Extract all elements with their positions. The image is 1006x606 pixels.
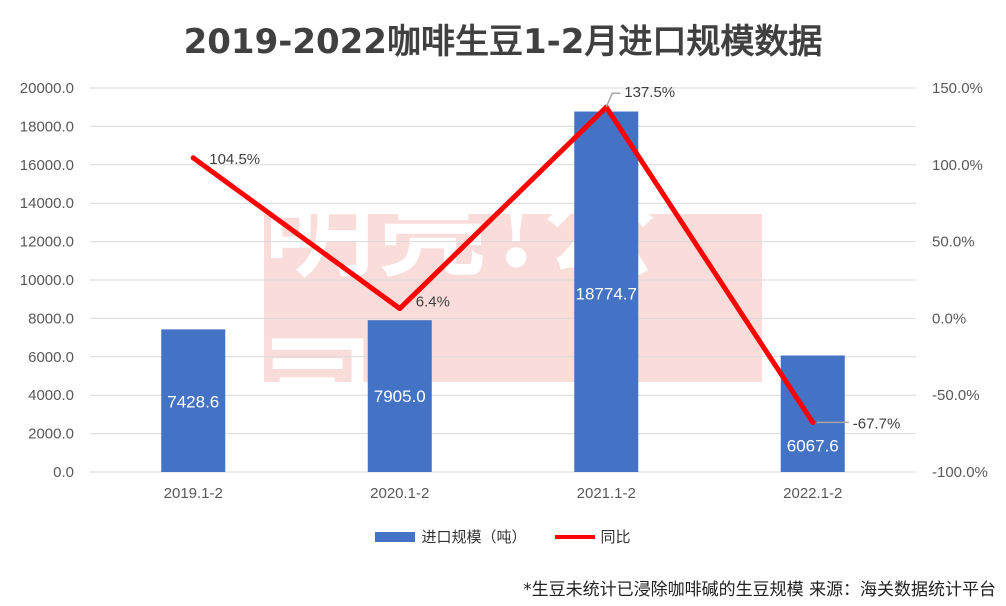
yoy-data-label: 6.4% <box>416 294 450 311</box>
left-tick-label: 8000.0 <box>28 310 74 327</box>
label-leader-line <box>605 92 621 108</box>
yoy-line <box>190 104 816 425</box>
left-tick-label: 16000.0 <box>20 157 74 174</box>
yoy-data-label: 104.5% <box>209 151 260 168</box>
x-tick-label: 2021.1-2 <box>577 485 636 502</box>
x-tick-label: 2019.1-2 <box>164 485 223 502</box>
legend-item-line: 同比 <box>554 526 631 547</box>
x-tick-label: 2022.1-2 <box>783 485 842 502</box>
bar <box>367 320 432 472</box>
bar <box>161 329 226 472</box>
right-tick-label: 100.0% <box>932 157 983 174</box>
left-tick-label: 6000.0 <box>28 349 74 366</box>
yoy-point <box>397 306 403 312</box>
yoy-point <box>190 155 196 161</box>
footnote: *生豆未统计已浸除咖啡碱的生豆规模 来源：海关数据统计平台 <box>523 580 996 600</box>
legend-line-swatch <box>554 534 595 539</box>
right-tick-label: 50.0% <box>932 234 975 251</box>
right-tick-label: 150.0% <box>932 80 983 97</box>
yoy-point <box>810 419 816 425</box>
yoy-data-label: -67.7% <box>853 415 901 432</box>
left-tick-label: 2000.0 <box>28 426 74 443</box>
right-tick-label: -50.0% <box>932 387 980 404</box>
bar-data-label: 6067.6 <box>787 437 839 456</box>
yoy-data-label: 137.5% <box>624 84 675 101</box>
left-tick-label: 18000.0 <box>20 118 74 135</box>
right-tick-label: 0.0% <box>932 310 966 327</box>
legend: 进口规模（吨） 同比 <box>0 526 1006 547</box>
bar <box>780 355 845 472</box>
legend-bar-label: 进口规模（吨） <box>421 528 527 546</box>
x-tick-label: 2020.1-2 <box>370 485 429 502</box>
chart-title: 2019-2022咖啡生豆1-2月进口规模数据 <box>183 22 823 62</box>
left-tick-label: 0.0 <box>53 464 74 481</box>
bar-data-label: 18774.7 <box>576 285 637 304</box>
left-tick-label: 20000.0 <box>20 80 74 97</box>
left-tick-label: 12000.0 <box>20 234 74 251</box>
right-tick-label: -100.0% <box>932 464 988 481</box>
bar <box>574 111 639 472</box>
left-tick-label: 4000.0 <box>28 387 74 404</box>
legend-bar-swatch <box>375 531 416 542</box>
legend-item-bar: 进口规模（吨） <box>375 526 527 547</box>
bar-data-label: 7428.6 <box>167 392 219 411</box>
legend-line-label: 同比 <box>600 528 631 546</box>
bar-data-label: 7905.0 <box>374 387 426 406</box>
left-tick-label: 10000.0 <box>20 272 74 289</box>
left-tick-label: 14000.0 <box>20 195 74 212</box>
